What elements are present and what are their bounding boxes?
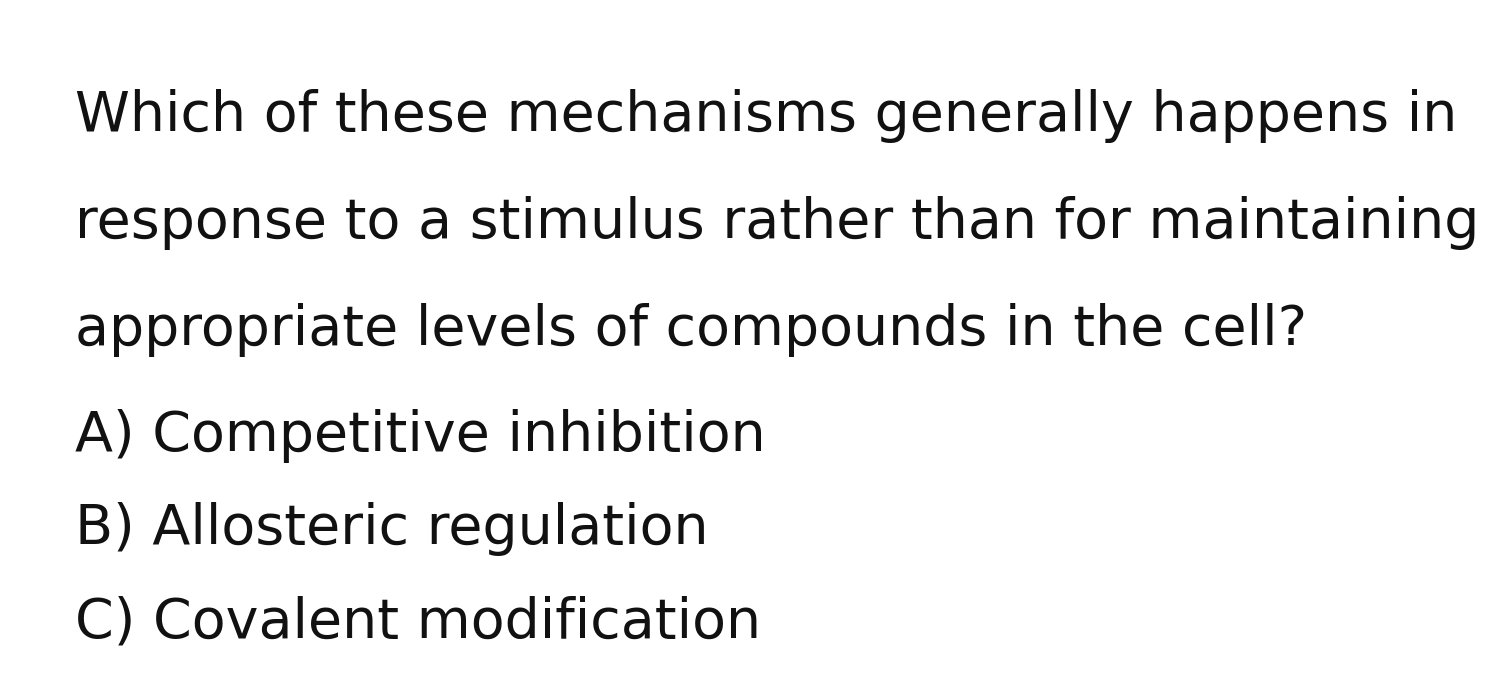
Text: B) Allosteric regulation: B) Allosteric regulation: [75, 502, 708, 556]
Text: A) Competitive inhibition: A) Competitive inhibition: [75, 409, 765, 463]
Text: appropriate levels of compounds in the cell?: appropriate levels of compounds in the c…: [75, 303, 1306, 356]
Text: Which of these mechanisms generally happens in: Which of these mechanisms generally happ…: [75, 89, 1458, 143]
Text: response to a stimulus rather than for maintaining: response to a stimulus rather than for m…: [75, 196, 1479, 250]
Text: C) Covalent modification: C) Covalent modification: [75, 595, 760, 649]
